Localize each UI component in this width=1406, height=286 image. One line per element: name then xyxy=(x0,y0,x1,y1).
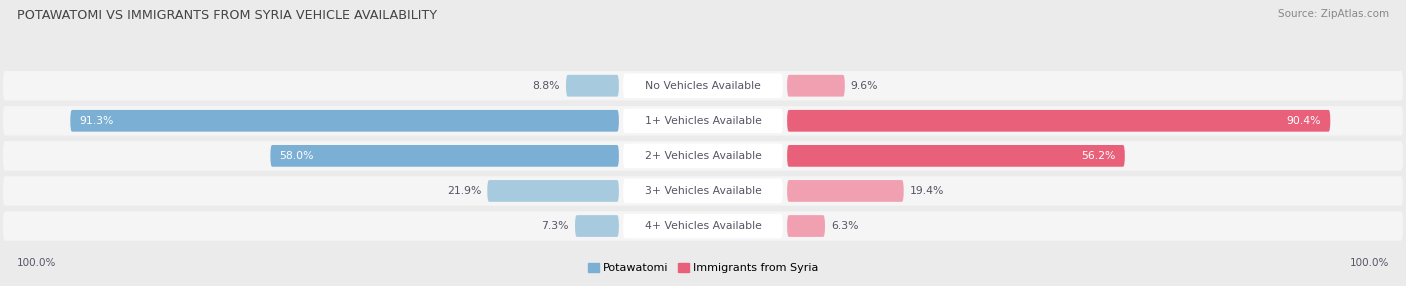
Text: 7.3%: 7.3% xyxy=(541,221,569,231)
Text: POTAWATOMI VS IMMIGRANTS FROM SYRIA VEHICLE AVAILABILITY: POTAWATOMI VS IMMIGRANTS FROM SYRIA VEHI… xyxy=(17,9,437,21)
Text: 21.9%: 21.9% xyxy=(447,186,481,196)
FancyBboxPatch shape xyxy=(3,106,1403,136)
FancyBboxPatch shape xyxy=(623,144,783,168)
FancyBboxPatch shape xyxy=(787,75,845,97)
Text: 100.0%: 100.0% xyxy=(1350,258,1389,268)
Text: No Vehicles Available: No Vehicles Available xyxy=(645,81,761,91)
FancyBboxPatch shape xyxy=(3,211,1403,241)
FancyBboxPatch shape xyxy=(787,145,1125,167)
FancyBboxPatch shape xyxy=(787,110,1330,132)
FancyBboxPatch shape xyxy=(787,215,825,237)
FancyBboxPatch shape xyxy=(3,141,1403,171)
Text: 100.0%: 100.0% xyxy=(17,258,56,268)
Text: 8.8%: 8.8% xyxy=(533,81,560,91)
Text: 4+ Vehicles Available: 4+ Vehicles Available xyxy=(644,221,762,231)
FancyBboxPatch shape xyxy=(270,145,619,167)
FancyBboxPatch shape xyxy=(787,180,904,202)
FancyBboxPatch shape xyxy=(623,108,783,133)
FancyBboxPatch shape xyxy=(70,110,619,132)
Legend: Potawatomi, Immigrants from Syria: Potawatomi, Immigrants from Syria xyxy=(583,259,823,278)
Text: Source: ZipAtlas.com: Source: ZipAtlas.com xyxy=(1278,9,1389,19)
Text: 9.6%: 9.6% xyxy=(851,81,879,91)
Text: 58.0%: 58.0% xyxy=(280,151,314,161)
FancyBboxPatch shape xyxy=(623,179,783,203)
FancyBboxPatch shape xyxy=(623,74,783,98)
FancyBboxPatch shape xyxy=(575,215,619,237)
Text: 19.4%: 19.4% xyxy=(910,186,943,196)
Text: 91.3%: 91.3% xyxy=(79,116,114,126)
Text: 6.3%: 6.3% xyxy=(831,221,859,231)
FancyBboxPatch shape xyxy=(488,180,619,202)
FancyBboxPatch shape xyxy=(3,71,1403,100)
Text: 2+ Vehicles Available: 2+ Vehicles Available xyxy=(644,151,762,161)
Text: 90.4%: 90.4% xyxy=(1286,116,1322,126)
FancyBboxPatch shape xyxy=(567,75,619,97)
FancyBboxPatch shape xyxy=(623,214,783,238)
Text: 56.2%: 56.2% xyxy=(1081,151,1116,161)
FancyBboxPatch shape xyxy=(3,176,1403,206)
Text: 3+ Vehicles Available: 3+ Vehicles Available xyxy=(644,186,762,196)
Text: 1+ Vehicles Available: 1+ Vehicles Available xyxy=(644,116,762,126)
